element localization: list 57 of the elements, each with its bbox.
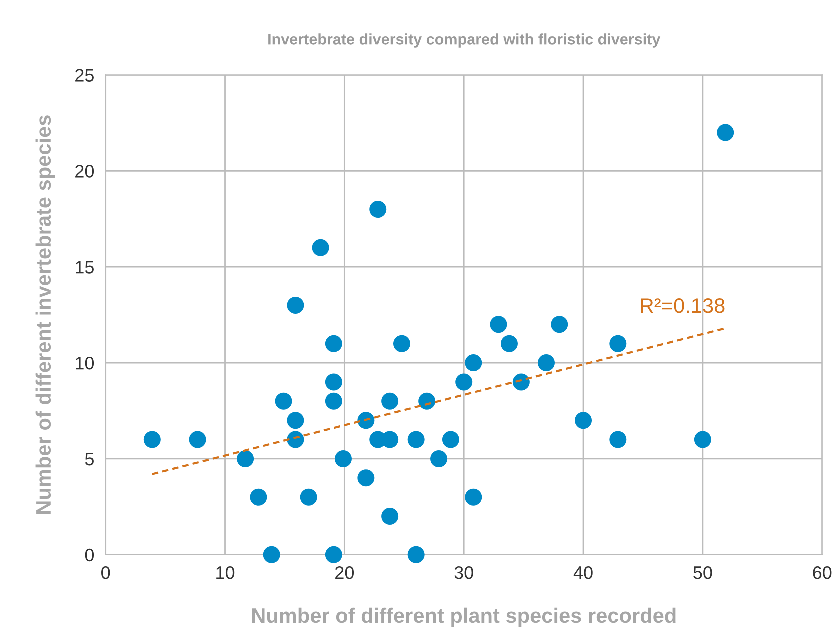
- point: [465, 354, 482, 372]
- x-tick-label: 20: [336, 566, 354, 580]
- point: [551, 316, 568, 334]
- point: [325, 546, 342, 564]
- point: [144, 431, 161, 448]
- point: [393, 335, 411, 352]
- x-tick-label: 50: [694, 566, 712, 580]
- x-tick-label: 40: [574, 566, 593, 580]
- x-axis-title: Number of different plant species recorded: [252, 608, 676, 628]
- point: [538, 354, 556, 372]
- point: [465, 488, 482, 506]
- x-tick-label: 10: [216, 566, 235, 580]
- point: [694, 431, 712, 448]
- point: [430, 450, 448, 468]
- point: [512, 374, 530, 391]
- point: [250, 488, 268, 506]
- point: [610, 335, 627, 352]
- y-tick-label: 0: [85, 548, 94, 562]
- point: [382, 508, 399, 526]
- point: [408, 546, 425, 564]
- y-tick-label: 20: [76, 165, 94, 178]
- point: [418, 392, 436, 410]
- y-tick-label: 25: [76, 69, 94, 82]
- point: [325, 335, 342, 352]
- point: [312, 239, 330, 256]
- y-axis-title: Number of different invertebrate species: [36, 116, 56, 514]
- point: [189, 431, 206, 448]
- point: [287, 431, 304, 448]
- point: [287, 296, 304, 314]
- point: [500, 335, 518, 352]
- point: [408, 431, 425, 448]
- point: [237, 450, 254, 468]
- point: [334, 450, 352, 468]
- point: [358, 470, 375, 487]
- y-tick-label: 15: [76, 261, 94, 274]
- point: [325, 374, 342, 391]
- point: [370, 201, 387, 218]
- point: [325, 392, 342, 410]
- point: [442, 431, 460, 448]
- point: [358, 412, 375, 430]
- x-tick-label: 0: [102, 566, 110, 580]
- annotation: R²=0.138: [641, 298, 725, 314]
- y-tick-label: 5: [85, 453, 94, 466]
- point: [263, 546, 280, 564]
- point: [275, 392, 292, 410]
- point: [287, 412, 304, 430]
- point: [610, 431, 627, 448]
- point: [490, 316, 508, 334]
- point: [382, 392, 399, 410]
- x-tick-label: 30: [454, 566, 474, 580]
- y-tick-label: 10: [76, 356, 94, 370]
- point: [575, 412, 592, 430]
- point: [717, 124, 734, 142]
- point: [300, 488, 318, 506]
- point: [456, 374, 473, 391]
- x-tick-label: 60: [813, 566, 832, 580]
- chart-title: Invertebrate diversity compared with floristic diversity: [268, 34, 661, 48]
